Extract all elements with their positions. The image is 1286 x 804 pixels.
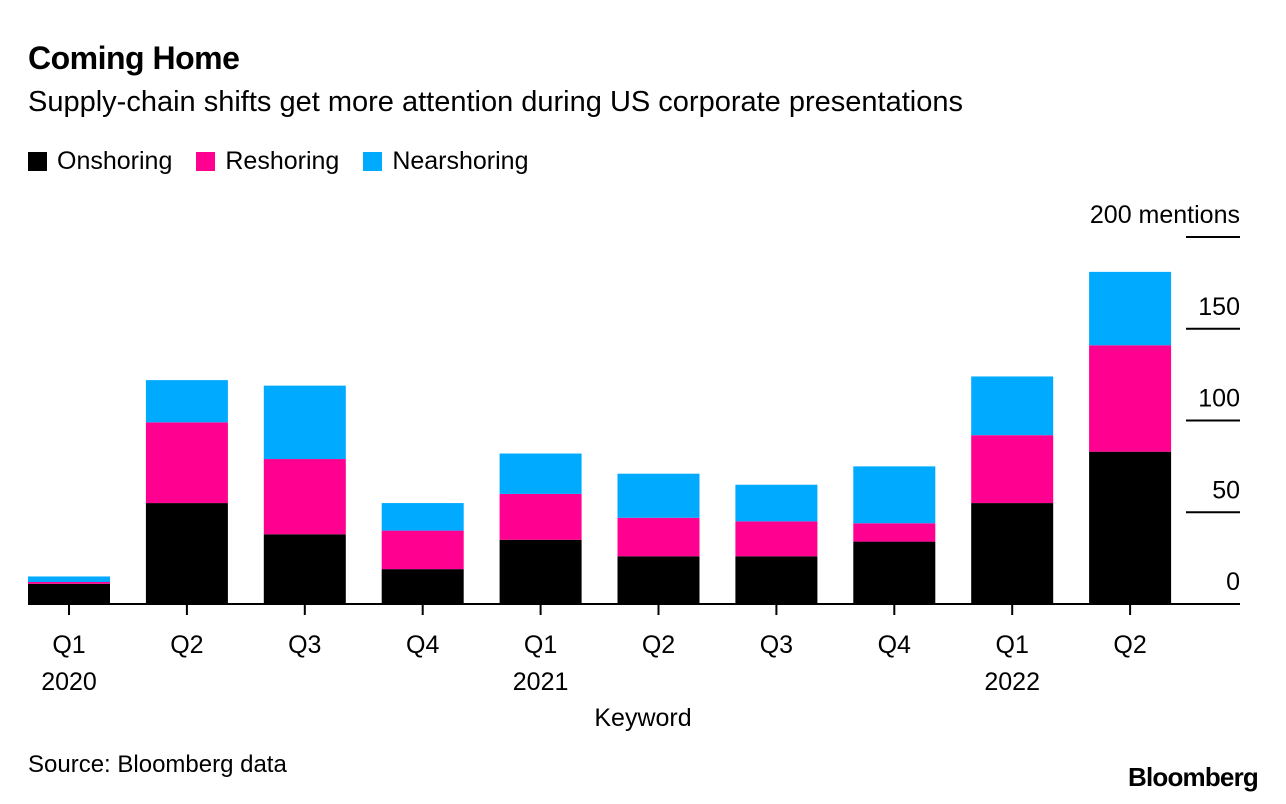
bar-nearshoring-q1-2022 xyxy=(971,376,1054,436)
bloomberg-logo: Bloomberg xyxy=(1127,762,1259,792)
bar-reshoring-q1-2021 xyxy=(499,493,582,540)
y-tick-label-150: 150 xyxy=(1198,293,1240,321)
bar-onshoring-q2-2022 xyxy=(1089,451,1172,604)
legend: Onshoring Reshoring Nearshoring xyxy=(28,147,553,176)
x-tick-label-quarter: Q2 xyxy=(1113,631,1146,659)
legend-swatch-reshoring xyxy=(196,152,216,171)
x-tick-label-quarter: Q1 xyxy=(524,631,557,659)
bars xyxy=(28,271,1172,604)
chart-subtitle: Supply-chain shifts get more attention d… xyxy=(28,86,963,118)
x-tick-label-quarter: Q4 xyxy=(878,631,911,659)
bar-onshoring-q1-2022 xyxy=(971,503,1054,604)
legend-label-nearshoring: Nearshoring xyxy=(392,147,529,175)
y-tick-label-0: 0 xyxy=(1226,568,1240,596)
x-tick-label-quarter: Q1 xyxy=(996,631,1029,659)
bar-onshoring-q1-2021 xyxy=(499,539,582,604)
x-tick-label-quarter: Q2 xyxy=(170,631,203,659)
bar-onshoring-q3-2020 xyxy=(263,534,346,604)
bar-nearshoring-q2-2021 xyxy=(617,473,700,518)
bar-nearshoring-q3-2020 xyxy=(263,385,346,460)
legend-label-reshoring: Reshoring xyxy=(225,147,340,175)
x-axis-labels: Q1 2020 Q2 Q3 Q4 Q1 2021 Q2 Q3 Q4 Q1 2022 Q2 xyxy=(41,631,1147,696)
y-tick-label-200: 200 mentions xyxy=(1090,201,1240,229)
legend-item-nearshoring: Nearshoring xyxy=(363,147,529,176)
legend-item-onshoring: Onshoring xyxy=(28,147,172,176)
bar-reshoring-q3-2021 xyxy=(735,521,818,557)
bar-reshoring-q4-2021 xyxy=(853,523,936,542)
legend-item-reshoring: Reshoring xyxy=(196,147,339,176)
bar-reshoring-q2-2020 xyxy=(145,422,228,504)
bar-nearshoring-q2-2022 xyxy=(1089,271,1172,346)
x-tick-label-quarter: Q1 xyxy=(52,631,85,659)
bar-reshoring-q1-2022 xyxy=(971,435,1054,504)
y-tick-label-100: 100 xyxy=(1198,385,1240,413)
bar-reshoring-q2-2022 xyxy=(1089,345,1172,452)
bar-reshoring-q4-2020 xyxy=(381,530,464,570)
bar-onshoring-q3-2021 xyxy=(735,556,818,604)
bar-onshoring-q4-2021 xyxy=(853,541,936,604)
x-tick-label-year: 2022 xyxy=(984,668,1040,696)
bar-onshoring-q2-2021 xyxy=(617,556,700,604)
x-tick-label-year: 2020 xyxy=(41,668,97,696)
bar-onshoring-q2-2020 xyxy=(145,503,228,604)
bar-reshoring-q1-2020 xyxy=(28,581,110,584)
x-tick-label-quarter: Q3 xyxy=(760,631,793,659)
bar-onshoring-q4-2020 xyxy=(381,569,464,604)
x-tick-label-year: 2021 xyxy=(513,668,569,696)
bar-nearshoring-q2-2020 xyxy=(145,380,228,423)
bar-reshoring-q3-2020 xyxy=(263,459,346,535)
source-note: Source: Bloomberg data xyxy=(28,751,287,778)
bar-nearshoring-q4-2020 xyxy=(381,503,464,531)
x-axis xyxy=(28,603,1240,615)
chart-title: Coming Home xyxy=(28,40,240,76)
bar-reshoring-q2-2021 xyxy=(617,517,700,557)
gridlines xyxy=(1186,236,1240,514)
x-tick-label-quarter: Q2 xyxy=(642,631,675,659)
legend-swatch-nearshoring xyxy=(363,152,383,171)
bar-nearshoring-q4-2021 xyxy=(853,466,936,524)
bar-onshoring-q1-2020 xyxy=(28,583,110,604)
y-tick-label-50: 50 xyxy=(1212,476,1240,504)
bar-nearshoring-q1-2020 xyxy=(28,576,110,582)
legend-label-onshoring: Onshoring xyxy=(57,147,173,175)
x-tick-label-quarter: Q4 xyxy=(406,631,439,659)
y-axis-labels: 0 50 100 150 200 mentions xyxy=(1090,201,1240,596)
x-tick-label-quarter: Q3 xyxy=(288,631,321,659)
x-axis-title: Keyword xyxy=(594,704,691,732)
bar-nearshoring-q1-2021 xyxy=(499,453,582,494)
legend-swatch-onshoring xyxy=(28,152,47,171)
bar-nearshoring-q3-2021 xyxy=(735,484,818,522)
